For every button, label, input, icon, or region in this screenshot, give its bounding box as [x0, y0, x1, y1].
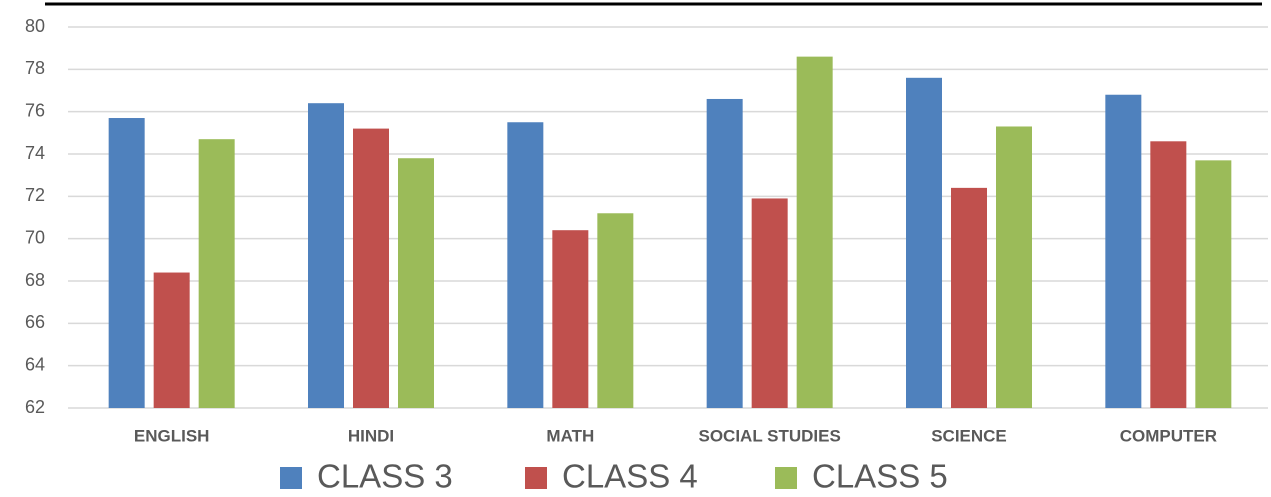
bar [552, 230, 589, 408]
legend-swatch [280, 467, 302, 489]
y-tick-label: 76 [25, 100, 45, 120]
x-tick-label: MATH [546, 426, 594, 445]
legend-label: CLASS 4 [562, 458, 698, 495]
bar [751, 198, 788, 408]
bar [1195, 160, 1232, 408]
legend-label: CLASS 5 [812, 458, 948, 495]
bar [706, 98, 743, 408]
bar [507, 122, 544, 408]
bar [996, 126, 1032, 408]
y-tick-label: 80 [25, 16, 45, 36]
bar [198, 139, 235, 408]
bar [108, 118, 145, 409]
y-tick-label: 70 [25, 227, 45, 247]
bar [398, 158, 434, 408]
x-tick-label: COMPUTER [1120, 426, 1217, 445]
bar [906, 77, 942, 409]
y-tick-label: 78 [25, 58, 45, 78]
y-tick-label: 66 [25, 312, 45, 332]
y-tick-label: 68 [25, 270, 45, 290]
y-tick-label: 74 [25, 143, 45, 163]
bar [353, 128, 389, 408]
bar [153, 272, 190, 408]
legend-swatch [775, 467, 797, 489]
bar [1105, 94, 1142, 408]
x-tick-label: SOCIAL STUDIES [699, 426, 841, 445]
bar [1150, 141, 1187, 409]
x-tick-label: ENGLISH [134, 426, 210, 445]
x-tick-label: SCIENCE [931, 426, 1007, 445]
bar [308, 103, 344, 408]
legend-label: CLASS 3 [317, 458, 453, 495]
legend-swatch [525, 467, 547, 489]
bar [951, 187, 987, 408]
bar [796, 56, 833, 409]
y-tick-label: 64 [25, 354, 45, 374]
y-tick-label: 72 [25, 185, 45, 205]
y-tick-label: 62 [25, 397, 45, 417]
x-tick-label: HINDI [348, 426, 394, 445]
bar [597, 213, 634, 408]
